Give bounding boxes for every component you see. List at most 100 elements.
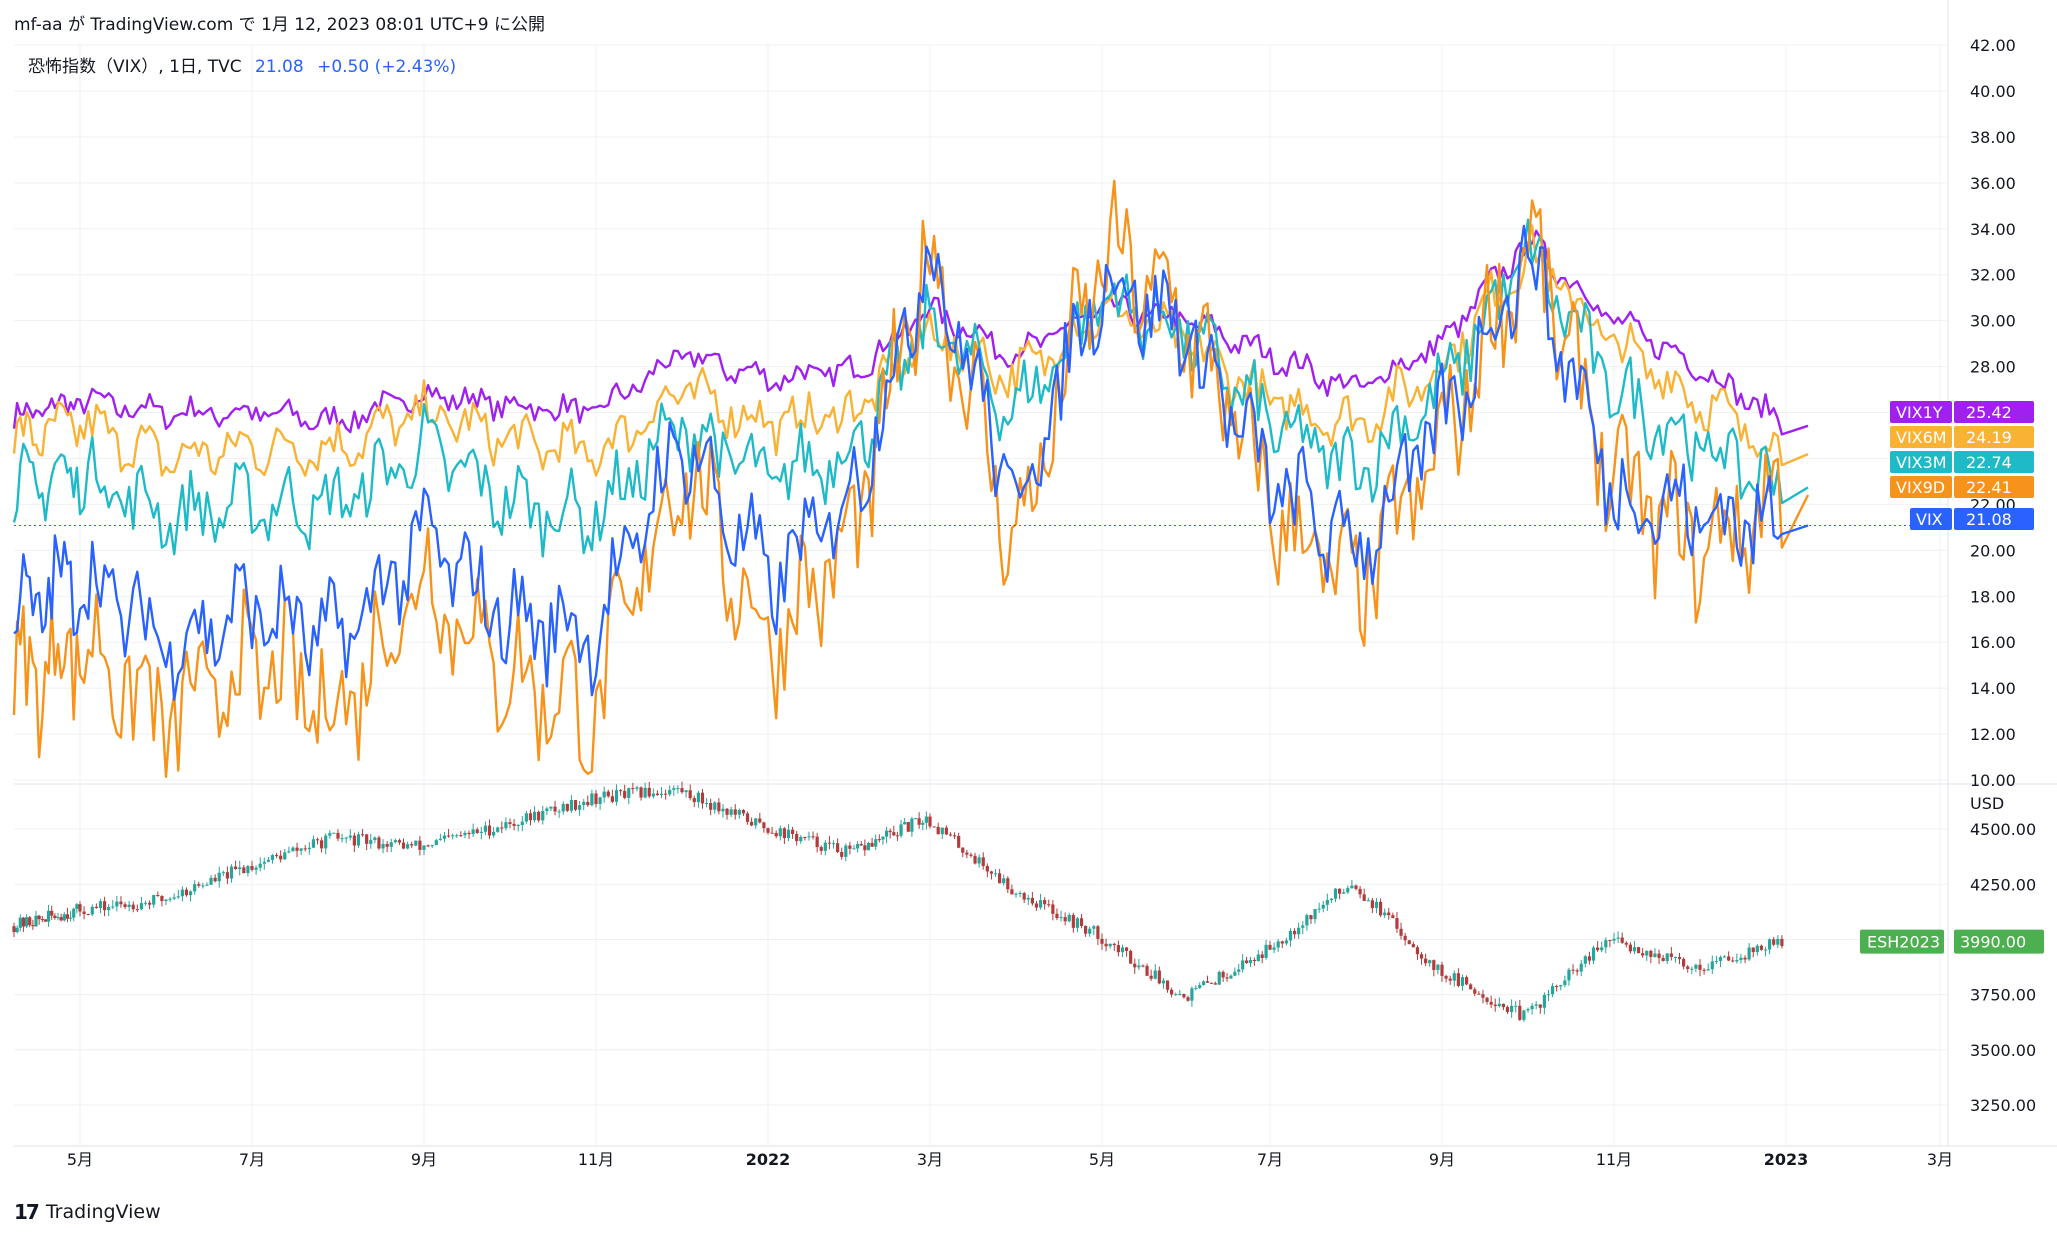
candle-body[interactable] — [725, 808, 729, 815]
candle-body[interactable] — [68, 917, 73, 919]
candle-body[interactable] — [1178, 993, 1182, 995]
candle-body[interactable] — [1501, 1003, 1506, 1008]
candle-body[interactable] — [492, 831, 496, 836]
candle-body[interactable] — [1338, 888, 1342, 894]
candle-body[interactable] — [1694, 964, 1698, 969]
candle-body[interactable] — [965, 852, 969, 855]
candle-body[interactable] — [1755, 945, 1759, 953]
candle-body[interactable] — [1305, 915, 1309, 926]
candle-body[interactable] — [1780, 938, 1784, 946]
candle-body[interactable] — [1612, 938, 1616, 941]
candle-body[interactable] — [1272, 947, 1276, 950]
candle-body[interactable] — [1587, 956, 1592, 961]
candle-body[interactable] — [315, 839, 320, 841]
candle-body[interactable] — [866, 842, 871, 851]
candle-body[interactable] — [1190, 988, 1194, 1001]
candle-body[interactable] — [1354, 885, 1358, 889]
candle-body[interactable] — [553, 806, 557, 812]
candle-body[interactable] — [1022, 893, 1026, 900]
candle-body[interactable] — [98, 901, 103, 909]
candle-body[interactable] — [944, 827, 948, 835]
candle-body[interactable] — [1399, 928, 1403, 936]
candle-body[interactable] — [1403, 935, 1407, 941]
candle-body[interactable] — [811, 836, 815, 838]
candle-body[interactable] — [1157, 970, 1161, 984]
candle-body[interactable] — [770, 832, 774, 834]
series-tag-vix[interactable] — [1910, 508, 1952, 530]
candle-body[interactable] — [1722, 956, 1727, 958]
candle-body[interactable] — [903, 822, 907, 825]
candle-body[interactable] — [455, 835, 459, 837]
candle-body[interactable] — [1411, 944, 1415, 948]
candle-body[interactable] — [1241, 960, 1245, 970]
candle-body[interactable] — [1301, 925, 1305, 928]
series-tag-vix1y[interactable] — [1890, 401, 1952, 423]
candle-body[interactable] — [72, 908, 76, 918]
candle-body[interactable] — [164, 899, 168, 902]
candle-body[interactable] — [973, 855, 977, 864]
candle-body[interactable] — [1264, 944, 1268, 958]
candle-body[interactable] — [1205, 981, 1210, 983]
candle-body[interactable] — [242, 867, 246, 874]
candle-body[interactable] — [888, 830, 892, 833]
candle-body[interactable] — [397, 840, 402, 843]
candle-body[interactable] — [998, 873, 1002, 884]
candle-body[interactable] — [381, 843, 385, 849]
candle-body[interactable] — [1248, 959, 1253, 964]
candle-body[interactable] — [940, 827, 944, 835]
candle-body[interactable] — [1481, 994, 1485, 998]
candle-body[interactable] — [123, 904, 127, 908]
candle-body[interactable] — [1002, 878, 1006, 884]
candle-body[interactable] — [508, 822, 512, 824]
candle-body[interactable] — [377, 837, 381, 849]
candle-body[interactable] — [291, 847, 295, 852]
candle-body[interactable] — [981, 857, 985, 867]
candle-body[interactable] — [1366, 900, 1370, 902]
candle-body[interactable] — [1546, 994, 1551, 996]
candle-body[interactable] — [700, 792, 705, 804]
candle-body[interactable] — [1600, 947, 1604, 951]
candle-body[interactable] — [1120, 947, 1125, 953]
candle-body[interactable] — [906, 822, 910, 832]
candle-body[interactable] — [1759, 945, 1764, 950]
candle-body[interactable] — [1571, 969, 1575, 971]
candle-body[interactable] — [969, 854, 973, 856]
candle-body[interactable] — [201, 885, 205, 887]
candle-body[interactable] — [184, 889, 189, 896]
candle-body[interactable] — [993, 873, 998, 875]
candle-body[interactable] — [815, 836, 819, 848]
candle-body[interactable] — [500, 827, 504, 829]
candle-body[interactable] — [1456, 973, 1460, 986]
candle-body[interactable] — [602, 791, 606, 798]
candle-body[interactable] — [1034, 903, 1039, 908]
candle-body[interactable] — [148, 902, 152, 905]
candle-body[interactable] — [53, 915, 57, 918]
candle-body[interactable] — [520, 821, 524, 826]
candle-body[interactable] — [1350, 885, 1354, 889]
candle-body[interactable] — [1213, 983, 1217, 985]
candle-body[interactable] — [283, 852, 287, 860]
candle-body[interactable] — [1493, 1004, 1497, 1007]
candle-body[interactable] — [627, 788, 631, 798]
candle-body[interactable] — [365, 834, 369, 844]
candle-body[interactable] — [287, 851, 291, 853]
candle-body[interactable] — [1209, 982, 1214, 984]
candle-body[interactable] — [1260, 954, 1264, 958]
candle-body[interactable] — [1071, 914, 1075, 928]
candle-body[interactable] — [836, 843, 840, 853]
candle-body[interactable] — [899, 824, 903, 836]
candle-body[interactable] — [336, 832, 340, 839]
candle-body[interactable] — [610, 796, 614, 802]
candle-body[interactable] — [1440, 964, 1444, 976]
candle-body[interactable] — [46, 910, 51, 922]
candle-body[interactable] — [459, 835, 463, 837]
candle-body[interactable] — [870, 842, 874, 847]
candle-body[interactable] — [1149, 975, 1153, 979]
candle-body[interactable] — [1292, 930, 1297, 935]
candle-body[interactable] — [1202, 981, 1206, 986]
candle-body[interactable] — [504, 822, 508, 829]
candle-body[interactable] — [270, 855, 275, 860]
candle-body[interactable] — [373, 837, 377, 841]
candle-body[interactable] — [426, 845, 430, 847]
candle-body[interactable] — [532, 811, 537, 821]
